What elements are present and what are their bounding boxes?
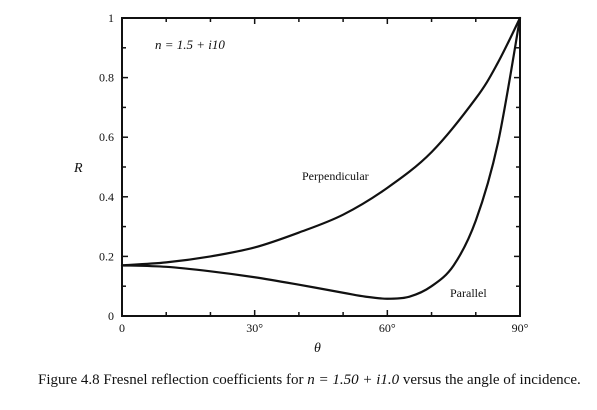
- caption-math: n = 1.50 + i1.0: [307, 372, 400, 388]
- caption-tail: versus the angle of incidence.: [402, 372, 581, 388]
- curve-parallel: [120, 16, 522, 300]
- fresnel-chart: 0 30° 60° 90° 0 0.2 0.4 0.6 0.8 1 Perpendicular Pa…: [73, 11, 529, 356]
- plot-frame: [121, 17, 521, 317]
- figure-caption: Figure 4.8 Fresnel reflection coefficien…: [38, 372, 583, 389]
- y-tick-label: 0.8: [99, 71, 114, 85]
- series-label-perpendicular: Perpendicular: [302, 169, 369, 183]
- x-tick-label: 90°: [512, 321, 529, 335]
- curve-perpendicular: [120, 16, 522, 267]
- x-tick-label: 30°: [246, 321, 263, 335]
- y-tick-label: 0.2: [99, 249, 114, 263]
- x-tick-label: 0: [119, 321, 125, 335]
- y-tick-label: 0.6: [99, 130, 114, 144]
- series-label-parallel: Parallel: [450, 286, 487, 300]
- x-axis-label: θ: [314, 341, 321, 356]
- caption-lead: Figure 4.8 Fresnel reflection coefficien…: [38, 372, 304, 388]
- y-axis-label: R: [73, 161, 83, 176]
- x-tick-label: 60°: [379, 321, 396, 335]
- refractive-index-annotation: n = 1.5 + i10: [155, 37, 225, 52]
- y-tick-label: 1: [108, 11, 114, 25]
- y-tick-label: 0: [108, 309, 114, 323]
- y-tick-label: 0.4: [99, 190, 114, 204]
